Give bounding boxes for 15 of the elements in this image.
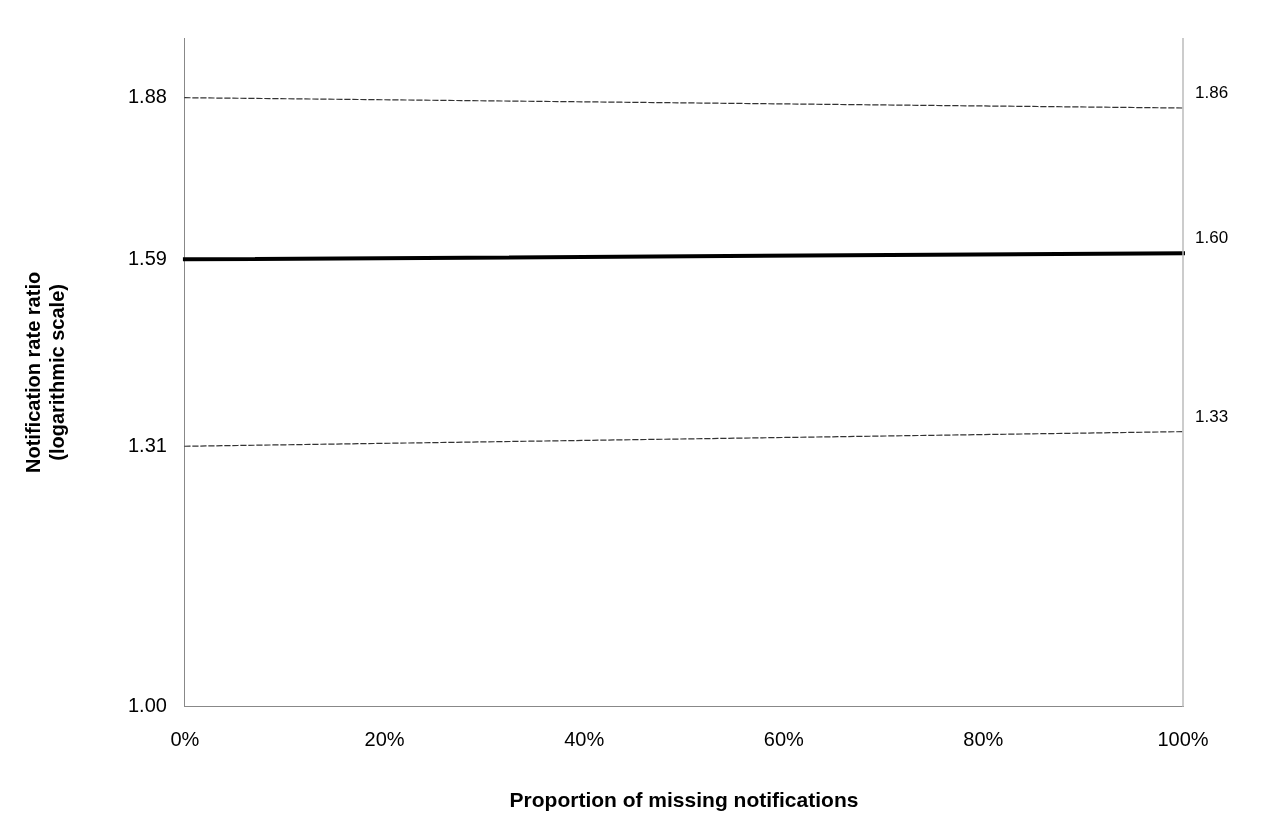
y-tick-label: 1.88 (127, 85, 167, 108)
x-tick-label: 40% (564, 728, 605, 751)
data-label: 1.60 (1195, 228, 1229, 248)
x-tick-label: 20% (364, 728, 405, 751)
data-label: 1.33 (1195, 406, 1229, 426)
x-tick-label: 0% (170, 728, 200, 751)
y-tick-label: 1.00 (127, 694, 167, 717)
y-tick-label: 1.59 (127, 246, 167, 269)
x-tick-label: 60% (763, 728, 804, 751)
x-tick-label: 80% (963, 728, 1004, 751)
x-axis-title: Proportion of missing notifications (509, 788, 859, 812)
y-tick-label: 1.31 (127, 433, 167, 456)
x-tick-label: 100% (1157, 728, 1209, 751)
y-axis-title: Notification rate ratio (logarithmic scale) (21, 271, 68, 473)
data-label: 1.86 (1195, 83, 1229, 103)
